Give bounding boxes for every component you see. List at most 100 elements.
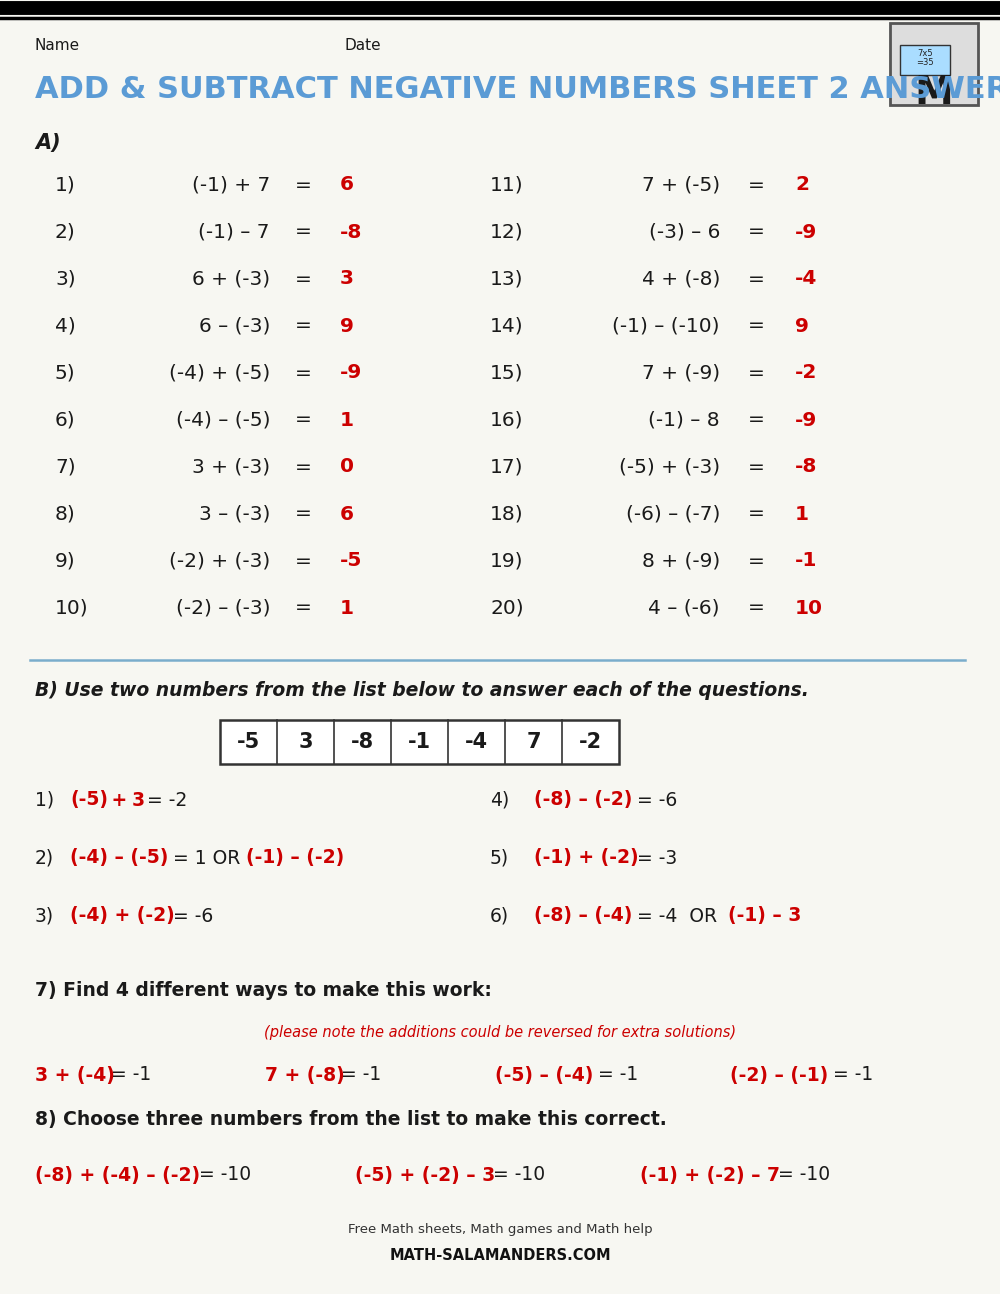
Text: 5): 5)	[55, 364, 76, 383]
Text: 20): 20)	[490, 599, 524, 617]
Text: =: =	[748, 505, 765, 524]
Text: Date: Date	[345, 38, 382, 53]
Text: = -1: = -1	[827, 1065, 873, 1084]
Text: -8: -8	[795, 458, 817, 476]
Text: =: =	[295, 458, 312, 476]
Text: -9: -9	[340, 364, 362, 383]
Text: 7: 7	[526, 732, 541, 752]
Text: = -10: = -10	[772, 1166, 830, 1184]
Text: =: =	[748, 269, 765, 289]
Text: 4 – (-6): 4 – (-6)	[648, 599, 720, 617]
Text: 0: 0	[340, 458, 354, 476]
Text: 4): 4)	[490, 791, 509, 810]
Text: =: =	[295, 551, 312, 571]
Text: = -4  OR: = -4 OR	[631, 907, 729, 925]
Text: (-4) – (-5): (-4) – (-5)	[176, 410, 270, 430]
Bar	[220, 719, 619, 763]
Text: 7): 7)	[55, 458, 76, 476]
Text: =: =	[748, 364, 765, 383]
Text: 12): 12)	[490, 223, 524, 242]
Text: 2): 2)	[35, 849, 54, 867]
Text: =: =	[295, 505, 312, 524]
Text: =: =	[748, 458, 765, 476]
Text: (-2) – (-3): (-2) – (-3)	[176, 599, 270, 617]
Text: (-1) – 7: (-1) – 7	[198, 223, 270, 242]
Text: -1: -1	[795, 551, 817, 571]
Text: 2: 2	[795, 176, 809, 194]
Text: MATH-SALAMANDERS.COM: MATH-SALAMANDERS.COM	[389, 1247, 611, 1263]
Text: =: =	[295, 269, 312, 289]
Text: = -1: = -1	[592, 1065, 638, 1084]
Text: 9: 9	[795, 317, 809, 335]
Text: =: =	[295, 410, 312, 430]
Text: 1: 1	[340, 599, 354, 617]
Text: -2: -2	[795, 364, 817, 383]
Text: +: +	[105, 791, 134, 810]
Text: 6: 6	[340, 176, 354, 194]
Text: -9: -9	[795, 410, 817, 430]
Text: 1: 1	[795, 505, 809, 524]
Text: =: =	[295, 364, 312, 383]
Text: 9: 9	[340, 317, 354, 335]
Text: 6: 6	[340, 505, 354, 524]
Text: -5: -5	[237, 732, 260, 752]
Text: 5): 5)	[490, 849, 509, 867]
Text: (-5): (-5)	[70, 791, 108, 810]
Text: -2: -2	[579, 732, 602, 752]
Text: 6 – (-3): 6 – (-3)	[199, 317, 270, 335]
Text: 7) Find 4 different ways to make this work:: 7) Find 4 different ways to make this wo…	[35, 981, 492, 999]
Text: (-5) – (-4): (-5) – (-4)	[495, 1065, 593, 1084]
Text: 3: 3	[298, 732, 313, 752]
Text: (-1) – 3: (-1) – 3	[728, 907, 801, 925]
Text: 1): 1)	[55, 176, 76, 194]
Text: (-1) + 7: (-1) + 7	[192, 176, 270, 194]
Text: 3 + (-3): 3 + (-3)	[192, 458, 270, 476]
Text: =: =	[295, 223, 312, 242]
Text: 7 + (-8): 7 + (-8)	[265, 1065, 345, 1084]
Text: -4: -4	[465, 732, 488, 752]
Text: 6): 6)	[55, 410, 76, 430]
Text: (-5) + (-2) – 3: (-5) + (-2) – 3	[355, 1166, 495, 1184]
Text: 3 + (-4): 3 + (-4)	[35, 1065, 115, 1084]
Text: =: =	[295, 599, 312, 617]
Text: (-4) + (-5): (-4) + (-5)	[169, 364, 270, 383]
Text: 16): 16)	[490, 410, 524, 430]
Text: B) Use two numbers from the list below to answer each of the questions.: B) Use two numbers from the list below t…	[35, 681, 809, 700]
Text: =: =	[748, 599, 765, 617]
Text: -8: -8	[340, 223, 362, 242]
Text: Name: Name	[35, 38, 80, 53]
Text: 8 + (-9): 8 + (-9)	[642, 551, 720, 571]
Text: (-1) – (-2): (-1) – (-2)	[246, 849, 344, 867]
Text: = -6: = -6	[167, 907, 213, 925]
Text: 15): 15)	[490, 364, 524, 383]
Text: 3): 3)	[55, 269, 76, 289]
Text: -5: -5	[340, 551, 362, 571]
Text: 19): 19)	[490, 551, 524, 571]
Text: = -3: = -3	[631, 849, 677, 867]
Text: 4 + (-8): 4 + (-8)	[642, 269, 720, 289]
Text: Μ: Μ	[915, 74, 953, 113]
Text: = -10: = -10	[487, 1166, 545, 1184]
Text: 7x5
=35: 7x5 =35	[916, 49, 934, 67]
Text: 7 + (-9): 7 + (-9)	[642, 364, 720, 383]
Text: = 1 OR: = 1 OR	[167, 849, 252, 867]
Text: 10: 10	[795, 599, 823, 617]
Text: -4: -4	[795, 269, 817, 289]
Text: 4): 4)	[55, 317, 76, 335]
Text: (-6) – (-7): (-6) – (-7)	[626, 505, 720, 524]
Text: 2): 2)	[55, 223, 76, 242]
Text: = -10: = -10	[193, 1166, 252, 1184]
Bar	[890, 23, 978, 105]
Text: 11): 11)	[490, 176, 524, 194]
Text: (-8) + (-4) – (-2): (-8) + (-4) – (-2)	[35, 1166, 200, 1184]
Text: 3: 3	[132, 791, 145, 810]
Text: 13): 13)	[490, 269, 524, 289]
Text: 6 + (-3): 6 + (-3)	[192, 269, 270, 289]
Text: (-8) – (-2): (-8) – (-2)	[534, 791, 632, 810]
Text: 18): 18)	[490, 505, 524, 524]
Text: (-1) + (-2) – 7: (-1) + (-2) – 7	[640, 1166, 780, 1184]
Text: = -6: = -6	[631, 791, 677, 810]
Text: 17): 17)	[490, 458, 524, 476]
Text: 14): 14)	[490, 317, 524, 335]
Text: Free Math sheets, Math games and Math help: Free Math sheets, Math games and Math he…	[348, 1224, 652, 1237]
